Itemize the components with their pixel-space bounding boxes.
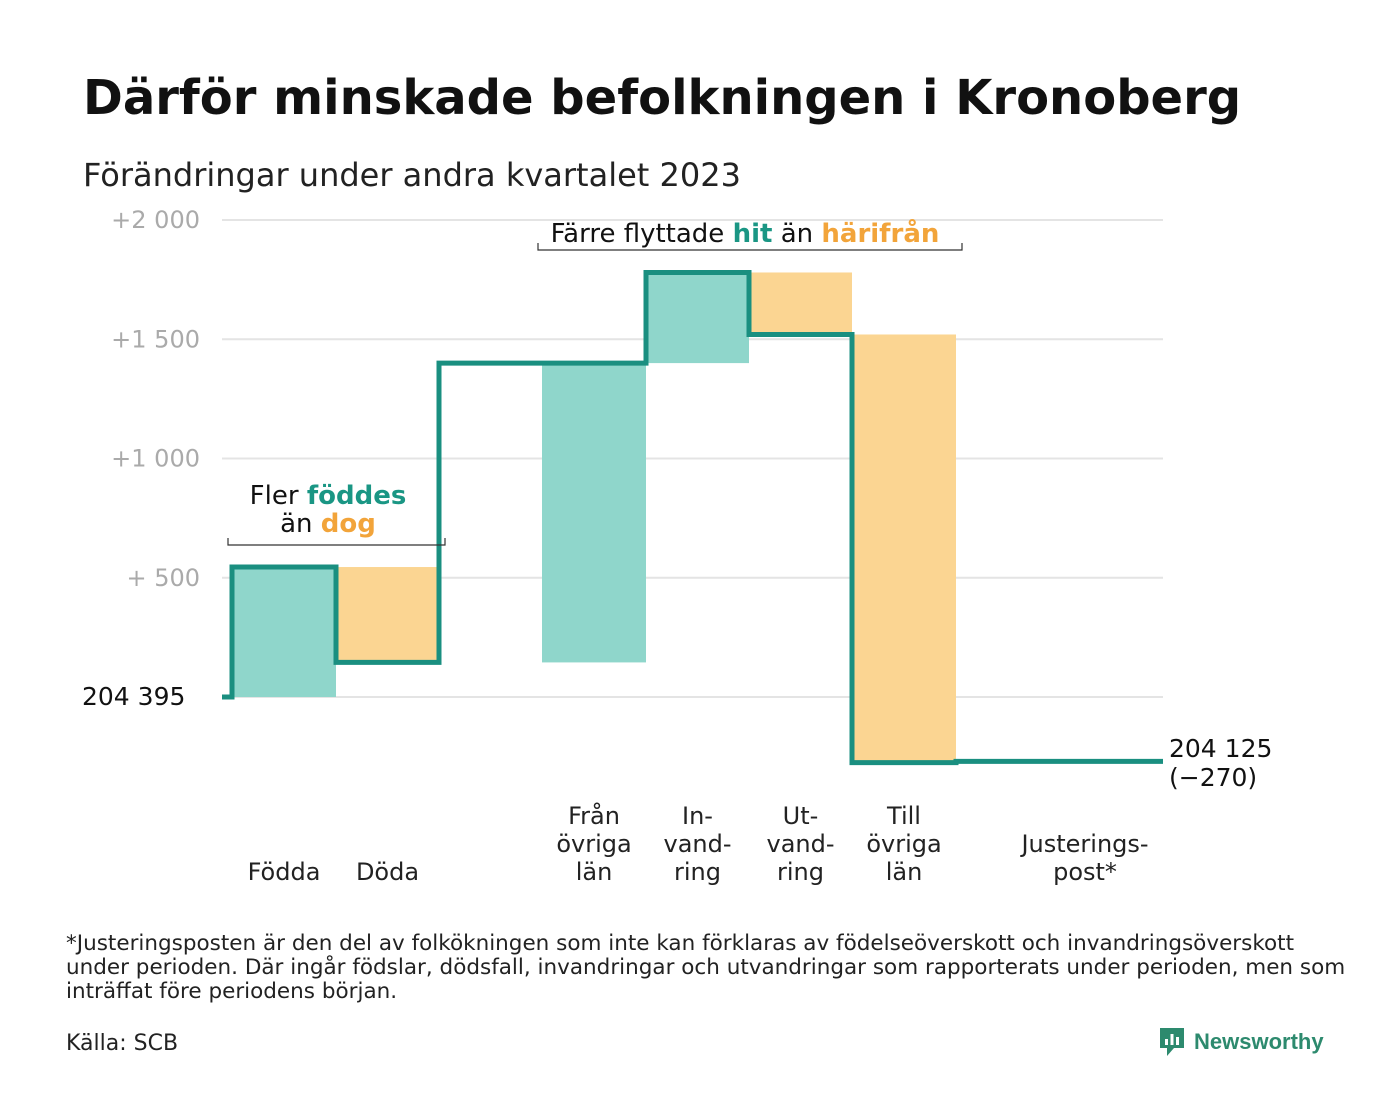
chart-title: Därför minskade befolkningen i Kronoberg xyxy=(83,70,1242,126)
category-label: vand- xyxy=(663,830,731,858)
category-label: ring xyxy=(674,858,721,886)
y-tick-label: +1 500 xyxy=(111,325,200,353)
y-axis-ticks: +2 000 +1 500 +1 000 + 500 xyxy=(111,206,200,592)
bar-invandring xyxy=(646,272,749,364)
births-annotation-prefix: Fler xyxy=(250,481,299,511)
category-label: län xyxy=(886,858,923,886)
category-label: Till xyxy=(886,802,921,830)
svg-text:Färre flyttade hit: Färre flyttade hit än härifrån xyxy=(551,217,940,249)
y-tick-label: +2 000 xyxy=(111,206,200,234)
bar-från-övriga-län xyxy=(542,363,646,663)
y-tick-label: +1 000 xyxy=(111,445,200,473)
svg-text:än dog: än dog xyxy=(280,509,376,539)
migration-annotation-prefix: Färre flyttade xyxy=(551,219,725,249)
newsworthy-logo-icon xyxy=(1160,1028,1184,1056)
source-label: Källa: SCB xyxy=(66,1031,179,1056)
births-annotation-out: dog xyxy=(321,509,376,539)
category-label: Justerings- xyxy=(1019,830,1148,858)
category-label: Ut- xyxy=(783,802,819,830)
category-label: Döda xyxy=(356,858,419,886)
end-change-label: (−270) xyxy=(1169,763,1257,792)
svg-text:Fler föddes: Fler föddes xyxy=(250,481,407,511)
waterfall-chart: +2 000 +1 500 +1 000 + 500 Fler föddes än d… xyxy=(82,206,1272,886)
migration-annotation-in: hit xyxy=(733,219,773,249)
category-label: övriga xyxy=(556,830,631,858)
footnote: *Justeringsposten är den del av folkökni… xyxy=(66,931,1346,1004)
brand-logo: Newsworthy xyxy=(1158,1026,1324,1058)
category-label: län xyxy=(576,858,613,886)
bars xyxy=(232,272,956,763)
bar-till-övriga-län xyxy=(852,334,956,763)
migration-bracket xyxy=(537,243,963,251)
brand-name: Newsworthy xyxy=(1194,1029,1324,1054)
category-label: Födda xyxy=(248,858,321,886)
bar-utvandring xyxy=(749,272,852,335)
category-label: In- xyxy=(682,802,713,830)
bar-döda xyxy=(336,567,439,663)
category-label: övriga xyxy=(866,830,941,858)
start-value-label: 204 395 xyxy=(82,682,185,711)
category-label: post* xyxy=(1053,858,1117,886)
end-value-label: 204 125 xyxy=(1169,734,1272,763)
migration-annotation: Färre flyttade hit än härifrån xyxy=(537,217,963,251)
births-annotation-in: föddes xyxy=(307,481,407,511)
bar-födda xyxy=(232,567,336,697)
category-label: ring xyxy=(777,858,824,886)
chart-subtitle: Förändringar under andra kvartalet 2023 xyxy=(83,156,741,194)
births-annotation: Fler föddes än dog xyxy=(227,481,446,546)
category-label: vand- xyxy=(766,830,834,858)
births-annotation-mid: än xyxy=(280,509,312,539)
category-label: Från xyxy=(568,801,620,830)
births-bracket xyxy=(227,538,446,546)
category-labels: Födda DödaFrånövrigalänIn-vand-ringUt-van… xyxy=(248,801,1149,886)
migration-annotation-out: härifrån xyxy=(821,217,939,249)
y-tick-label: + 500 xyxy=(126,564,200,592)
cumulative-line xyxy=(222,269,1163,766)
migration-annotation-mid: än xyxy=(781,219,813,249)
